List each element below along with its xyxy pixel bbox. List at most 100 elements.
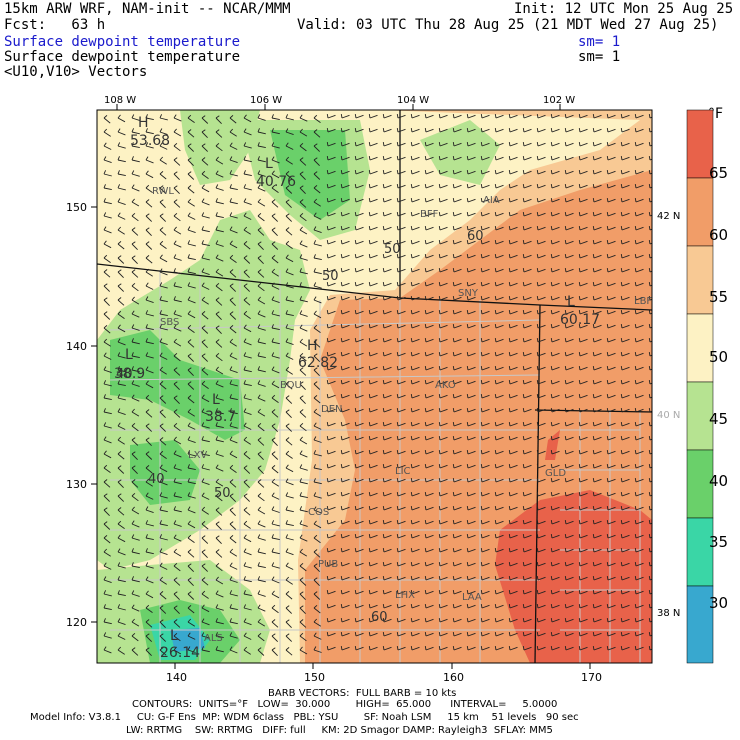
wind-barb-flag xyxy=(424,436,427,441)
wind-barb-flag xyxy=(382,380,385,385)
wind-barb-flag xyxy=(229,436,233,441)
wind-barb xyxy=(509,226,518,231)
wind-barb-flag xyxy=(229,156,233,161)
wind-barb xyxy=(103,173,112,177)
wind-barb xyxy=(173,649,182,655)
wind-barb-flag xyxy=(187,492,191,497)
wind-barb xyxy=(131,313,140,318)
wind-barb xyxy=(523,394,532,399)
wind-barb xyxy=(537,268,546,273)
wind-barb-flag xyxy=(424,548,427,553)
wind-barb-flag xyxy=(271,423,276,427)
wind-barb xyxy=(201,481,210,486)
wind-barb xyxy=(397,310,406,315)
wind-barb xyxy=(439,506,448,511)
wind-barb-flag xyxy=(131,324,135,329)
wind-barb-flag xyxy=(606,226,609,231)
wind-barb-flag xyxy=(564,352,567,357)
wind-barb-flag xyxy=(313,478,316,483)
wind-barb xyxy=(621,436,630,441)
wind-barb xyxy=(565,212,574,217)
wind-barb xyxy=(383,128,392,133)
wind-barb xyxy=(271,579,280,584)
wind-barb-flag xyxy=(480,394,483,399)
wind-barb-flag xyxy=(243,520,248,525)
wind-barb xyxy=(173,215,181,222)
wind-barb-flag xyxy=(145,114,148,119)
wind-barb xyxy=(229,649,238,654)
wind-barb xyxy=(509,240,518,245)
wind-barb xyxy=(537,632,546,637)
wind-barb xyxy=(467,240,476,245)
wind-barb-flag xyxy=(620,436,623,441)
wind-barb xyxy=(299,635,307,642)
wind-barb xyxy=(229,495,237,503)
wind-barb-flag xyxy=(215,521,220,525)
wind-barb xyxy=(257,341,266,345)
wind-barb xyxy=(523,170,532,175)
colorbar-swatch xyxy=(686,381,714,451)
wind-barb-flag xyxy=(368,240,371,245)
wind-barb xyxy=(411,646,420,651)
wind-barb xyxy=(159,397,167,404)
wind-barb xyxy=(509,296,518,301)
wind-barb xyxy=(215,257,224,262)
wind-barb xyxy=(187,523,196,529)
wind-barb-flag xyxy=(410,408,413,413)
wind-barb xyxy=(299,621,307,628)
wind-barb-flag xyxy=(187,464,190,469)
wind-barb xyxy=(341,520,350,525)
wind-barb-flag xyxy=(578,618,581,623)
wind-barb xyxy=(579,142,588,147)
wind-barb xyxy=(383,422,392,427)
wind-barb-flag xyxy=(201,646,204,651)
wind-barb xyxy=(607,450,616,455)
wind-barb-flag xyxy=(103,618,106,623)
wind-barb xyxy=(117,649,125,655)
wind-barb-flag xyxy=(438,464,441,469)
wind-barb-flag xyxy=(410,506,413,511)
contour-labels: 50 60 50 50 60 40 40 xyxy=(116,229,484,625)
wind-barb-flag xyxy=(354,450,357,455)
wind-barb xyxy=(145,271,153,277)
wind-barb-flag xyxy=(313,492,317,497)
wind-barb xyxy=(383,338,392,343)
wind-barb xyxy=(383,170,392,175)
grid-x-label-140: 140 xyxy=(166,671,187,684)
wind-barb xyxy=(495,212,504,217)
wind-barb-flag xyxy=(494,324,497,329)
wind-barb-flag xyxy=(480,436,483,441)
wind-barb-flag xyxy=(285,647,290,651)
wind-barb-flag xyxy=(299,324,303,329)
wind-barb-flag xyxy=(452,520,455,525)
wind-barb-flag xyxy=(466,562,469,567)
wind-barb-flag xyxy=(313,353,318,357)
wind-barb-flag xyxy=(438,534,441,539)
wind-barb-flag xyxy=(578,226,581,231)
wind-barb-flag xyxy=(564,198,567,203)
wind-barb-flag xyxy=(620,170,623,175)
contour-label-60: 60 xyxy=(467,229,484,244)
wind-barb xyxy=(271,523,280,527)
wind-barb xyxy=(635,338,644,343)
extremum-value: 38.9 xyxy=(114,366,145,382)
wind-barb-flag xyxy=(285,548,289,553)
wind-barb-flag xyxy=(438,590,441,595)
wind-barb xyxy=(509,646,518,651)
wind-barb xyxy=(439,128,448,133)
wind-barb-flag xyxy=(201,563,206,567)
wind-barb xyxy=(285,117,294,121)
wind-barb-flag xyxy=(368,520,371,525)
wind-barb-flag xyxy=(215,352,220,357)
wind-barb xyxy=(145,593,154,599)
wind-barb xyxy=(509,366,518,371)
wind-barb xyxy=(397,394,406,399)
wind-barb xyxy=(621,506,630,511)
wind-barb xyxy=(523,450,532,455)
wind-barb xyxy=(159,313,168,317)
wind-barb-flag xyxy=(257,479,262,483)
wind-barb xyxy=(229,313,237,320)
wind-barb xyxy=(411,576,420,581)
wind-barb-flag xyxy=(313,143,318,147)
wind-barb-flag xyxy=(466,618,469,623)
